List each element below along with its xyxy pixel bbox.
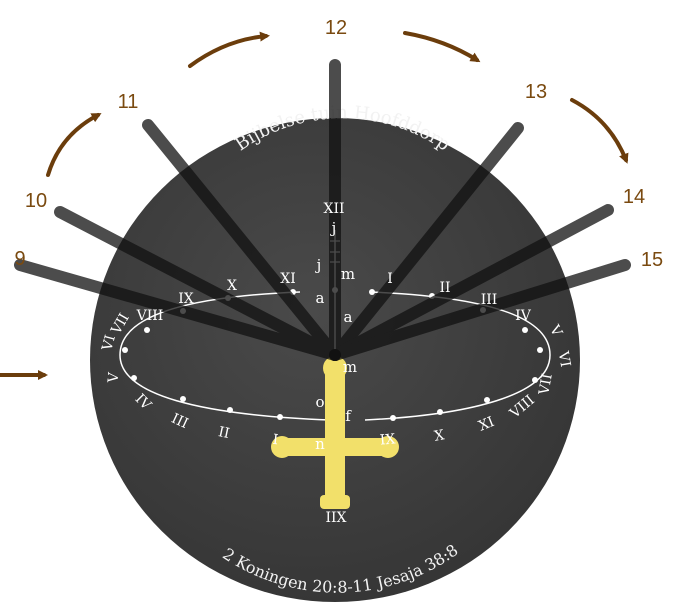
month-label-1: j [330, 219, 337, 237]
roman-top-left-3: X [227, 278, 237, 294]
roman-left-1: VI [99, 333, 119, 353]
hour-ellipse [119, 291, 331, 421]
roman-left-3: V [106, 371, 123, 384]
roman-left-7: I [272, 432, 279, 448]
roman-right-7: XI [476, 414, 496, 435]
month-label-3: m [341, 265, 355, 283]
arrow-12-13-icon [403, 31, 481, 63]
hour-label-11: 11 [118, 91, 139, 113]
roman-top-left-4: XI [280, 271, 296, 287]
ray-hub [329, 349, 341, 361]
shadow-ray-11 [142, 119, 341, 361]
month-label-9: n [315, 435, 325, 453]
hour-label-9: 9 [14, 248, 25, 270]
shadow-rays [14, 59, 631, 361]
gnomon [271, 356, 399, 509]
roman-bottom-center: IIX [325, 510, 346, 526]
roman-top-right-4: IV [515, 308, 532, 324]
shadow-ray-14 [329, 204, 614, 361]
shadow-ray-15 [329, 259, 631, 361]
hour-label-10: 10 [25, 190, 47, 212]
roman-left-5: III [169, 411, 191, 433]
month-label-2: j [315, 256, 322, 274]
month-label-8: f [345, 407, 352, 425]
hour-label-15: 15 [641, 249, 663, 271]
roman-top-left-2: IX [178, 291, 194, 307]
direction-arrows [0, 31, 629, 380]
month-label-4: a [316, 289, 325, 307]
month-label-6: m [343, 358, 357, 376]
shadow-ray-9 [14, 259, 341, 361]
shadow-ray-10 [54, 206, 341, 361]
roman-top-right-2: II [439, 280, 450, 296]
arrow-13-14-icon [570, 98, 629, 164]
roman-top-right-1: I [387, 271, 393, 287]
roman-right-3: VII [536, 372, 556, 397]
roman-right-6: X [433, 427, 446, 444]
arrow-11-12-icon [188, 31, 270, 68]
roman-top-right-3: III [481, 292, 498, 308]
roman-top-left-1: VIII [136, 308, 164, 324]
roman-right-2: VI [555, 349, 574, 368]
hour-ellipse-right [364, 291, 551, 421]
hour-label-13: 13 [525, 81, 547, 103]
hour-label-12: 12 [325, 17, 347, 39]
month-label-7: o [315, 393, 324, 411]
month-label-5: a [344, 308, 353, 326]
roman-left-6: II [217, 424, 231, 442]
shadow-ray-13 [329, 122, 524, 361]
roman-right-5: IX [379, 431, 396, 448]
hour-label-14: 14 [623, 186, 645, 208]
roman-xii: XII [323, 201, 344, 217]
arrow-9-10-icon [46, 113, 102, 177]
